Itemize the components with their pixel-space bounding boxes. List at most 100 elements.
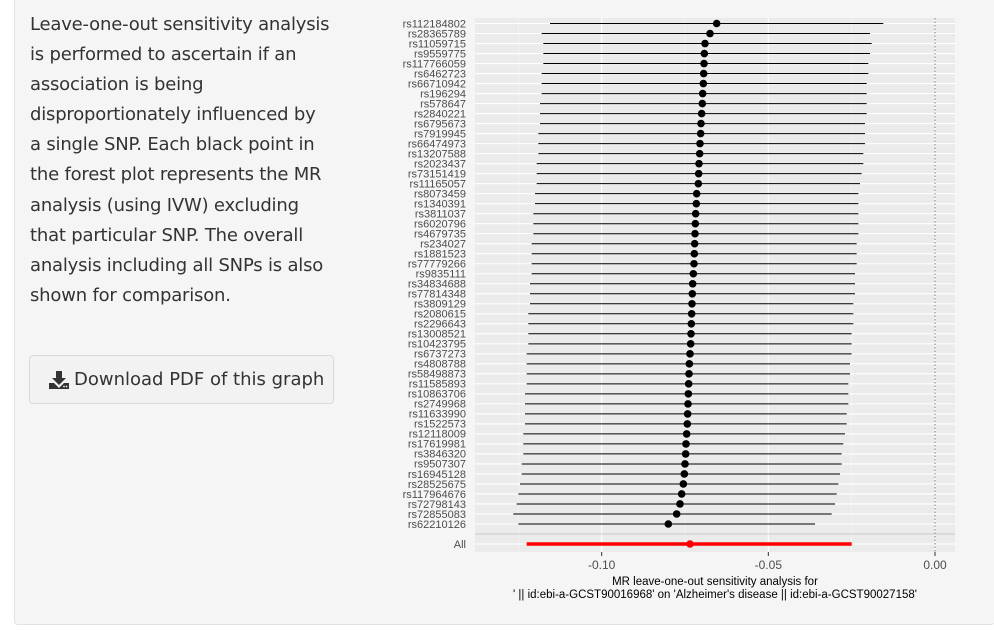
snp-label: rs11165057 [410, 178, 466, 190]
snp-label: rs17619981 [408, 439, 466, 451]
snp-label: rs16945128 [408, 469, 466, 481]
estimate-point [684, 380, 693, 388]
estimate-point [688, 299, 696, 308]
estimate-point [697, 119, 705, 128]
snp-label: rs3811037 [415, 208, 466, 220]
plot-panel [475, 18, 955, 552]
description-text: Leave-one-out sensitivity analysis is pe… [30, 14, 330, 306]
snp-label: rs77814348 [408, 289, 466, 301]
estimate-point [689, 269, 698, 278]
snp-label: rs11585893 [409, 379, 466, 391]
snp-label: rs28365789 [408, 28, 466, 40]
download-pdf-button[interactable]: Download PDF of this graph [29, 355, 334, 404]
snp-label: rs1881523 [414, 249, 466, 261]
estimate-point [683, 410, 692, 418]
estimate-point [692, 199, 701, 208]
estimate-point [694, 169, 703, 178]
snp-label: rs2296643 [414, 319, 466, 331]
overall-label: All [454, 539, 466, 551]
snp-label: rs66710942 [408, 78, 466, 90]
snp-label: rs7919945 [414, 128, 466, 140]
estimate-point [699, 79, 708, 88]
snp-label: rs9559775 [414, 48, 466, 60]
forest-plot-svg: rs112184802rs28365789rs11059715rs9559775… [403, 18, 955, 601]
snp-label: rs10423795 [408, 339, 466, 351]
x-tick-label: -0.05 [755, 558, 783, 572]
snp-label: rs9507307 [414, 459, 466, 471]
estimate-point [686, 340, 695, 348]
snp-label: rs234027 [420, 239, 466, 251]
estimate-point [690, 259, 698, 268]
snp-label: rs72855083 [408, 509, 466, 521]
estimate-point [672, 510, 681, 518]
estimate-point [690, 249, 699, 258]
estimate-point [691, 209, 700, 218]
estimate-point [695, 149, 704, 158]
estimate-point [694, 179, 703, 188]
snp-label: rs8073459 [414, 188, 466, 200]
snp-label: rs112184802 [403, 18, 466, 30]
estimate-point [701, 39, 709, 48]
estimate-point [681, 460, 689, 468]
estimate-point [682, 430, 691, 438]
snp-label: rs73151419 [408, 168, 466, 180]
estimate-point [690, 239, 699, 248]
estimate-point [687, 320, 696, 328]
forest-plot: rs112184802 rs28365789 rs11059715 rs9559775… [370, 10, 990, 610]
snp-label: rs11633990 [409, 409, 466, 421]
estimate-point [698, 99, 707, 108]
snp-label: rs578647 [420, 98, 466, 110]
estimate-point [681, 450, 690, 458]
estimate-point [695, 159, 703, 168]
snp-label: rs13008521 [408, 329, 466, 341]
estimate-point [676, 500, 684, 508]
snp-label: rs4808788 [414, 359, 466, 371]
x-axis-label-line1: MR leave-one-out sensitivity analysis fo… [612, 576, 818, 588]
snp-label: rs3846320 [414, 449, 466, 461]
snp-label: rs28525675 [408, 479, 466, 491]
estimate-point [677, 490, 686, 498]
estimate-point [691, 229, 699, 238]
snp-label: rs62210126 [408, 519, 466, 531]
snp-label: rs117964676 [403, 489, 466, 501]
snp-label: rs77779266 [408, 259, 466, 271]
snp-label: rs2023437 [414, 158, 466, 170]
x-tick-label: 0.00 [923, 558, 947, 572]
snp-label: rs117766059 [403, 58, 466, 70]
snp-label: rs58498873 [408, 369, 466, 381]
snp-label: rs1340391 [414, 198, 466, 210]
estimate-point [683, 420, 692, 428]
snp-label: rs196294 [420, 88, 466, 100]
snp-label: rs2840221 [414, 108, 466, 120]
estimate-point [685, 360, 694, 368]
estimate-point [688, 289, 697, 298]
snp-label: rs2749968 [414, 399, 466, 411]
estimate-point [706, 29, 714, 38]
snp-label: rs1522573 [414, 419, 466, 431]
estimate-point [696, 139, 704, 148]
snp-label: rs2080615 [414, 309, 466, 321]
estimate-point [687, 309, 696, 318]
download-button-label: Download PDF of this graph [74, 369, 325, 390]
snp-label: rs34834688 [408, 279, 466, 291]
overall-point [686, 540, 694, 548]
estimate-point [679, 480, 688, 488]
estimate-point [699, 69, 708, 78]
snp-label: rs11059715 [409, 38, 466, 50]
snp-label: rs6795673 [414, 118, 466, 130]
snp-label: rs3809129 [414, 299, 466, 311]
estimate-point [692, 189, 701, 198]
estimate-point [664, 520, 673, 528]
x-tick-label: -0.10 [588, 558, 616, 572]
snp-label: rs6737273 [414, 349, 466, 361]
snp-label: rs10863706 [408, 389, 466, 401]
estimate-point [682, 440, 690, 448]
snp-label: rs12118009 [409, 429, 466, 441]
x-axis-label-line2: ' || id:ebi-a-GCST90016968' on 'Alzheime… [513, 589, 917, 601]
snp-label: rs6462723 [414, 68, 466, 80]
estimate-point [684, 400, 692, 408]
estimate-point [688, 279, 697, 288]
snp-label: rs72798143 [408, 499, 466, 511]
estimate-point [691, 219, 700, 228]
snp-label: rs66474973 [408, 138, 466, 150]
